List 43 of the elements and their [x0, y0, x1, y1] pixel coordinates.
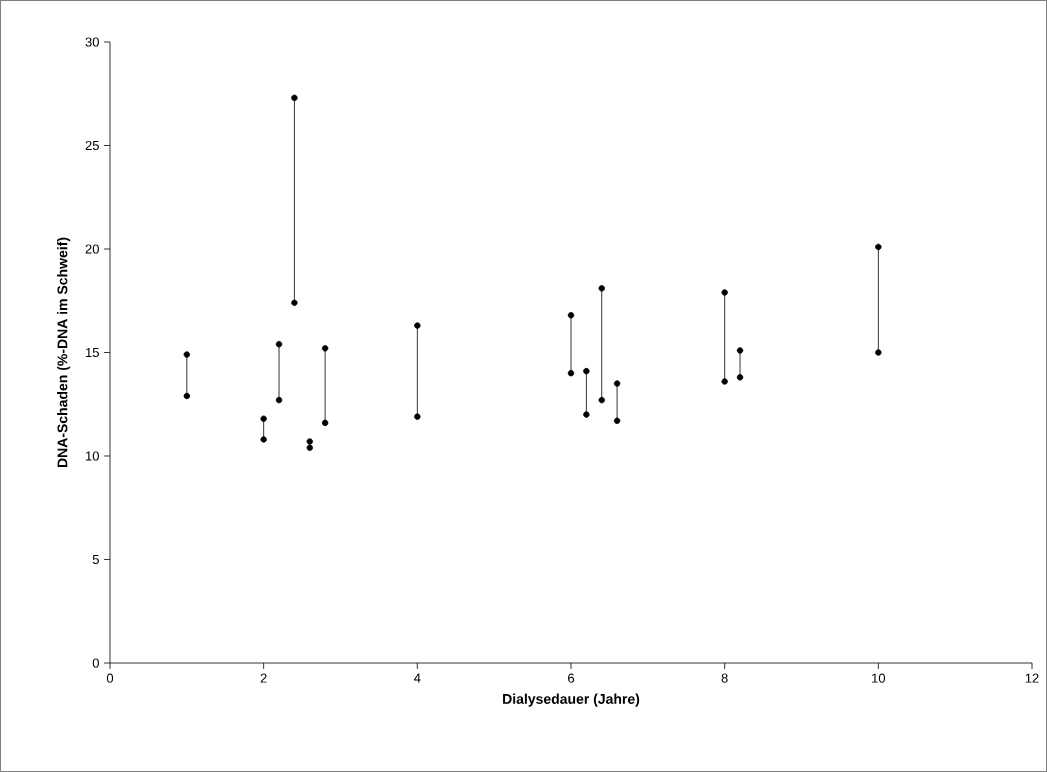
y-tick-label: 0: [92, 658, 99, 668]
x-tick-label: 4: [414, 673, 421, 683]
point: [875, 349, 882, 356]
x-tick-label: 0: [106, 673, 114, 683]
point: [321, 419, 329, 427]
point: [613, 417, 621, 425]
point: [260, 436, 267, 443]
point: [260, 415, 267, 422]
point: [291, 299, 298, 307]
point: [306, 438, 313, 445]
point: [736, 347, 744, 354]
point: [275, 396, 283, 404]
y-tick-label: 20: [85, 244, 99, 254]
x-tick-label: 6: [568, 673, 575, 683]
point: [291, 94, 298, 102]
point: [583, 367, 590, 375]
point: [613, 380, 621, 387]
point: [875, 243, 882, 251]
point: [567, 312, 575, 319]
x-tick-label: 2: [260, 673, 267, 683]
y-tick-label: 10: [86, 451, 99, 461]
y-tick-label: 25: [85, 140, 99, 151]
point: [721, 378, 728, 385]
y-tick-label: 5: [92, 554, 99, 565]
point: [721, 289, 728, 296]
point: [183, 351, 191, 358]
point: [414, 322, 421, 329]
point: [567, 369, 575, 377]
point: [598, 285, 605, 292]
point: [275, 341, 283, 348]
x-tick-label: 8: [721, 673, 728, 683]
y-tick-label: 30: [85, 37, 99, 47]
x-axis-title: Dialysedauer (Jahre): [503, 693, 640, 707]
point: [414, 413, 421, 420]
point: [598, 396, 605, 404]
point: [736, 374, 744, 381]
point: [321, 345, 329, 352]
point: [183, 392, 191, 400]
point: [583, 411, 590, 418]
x-tick-label: 10: [872, 673, 886, 683]
y-tick-label: 15: [86, 347, 99, 358]
x-tick-label: 12: [1025, 673, 1039, 683]
y-axis-title: DNA-Schaden (%-DNA im Schweif): [57, 237, 71, 468]
